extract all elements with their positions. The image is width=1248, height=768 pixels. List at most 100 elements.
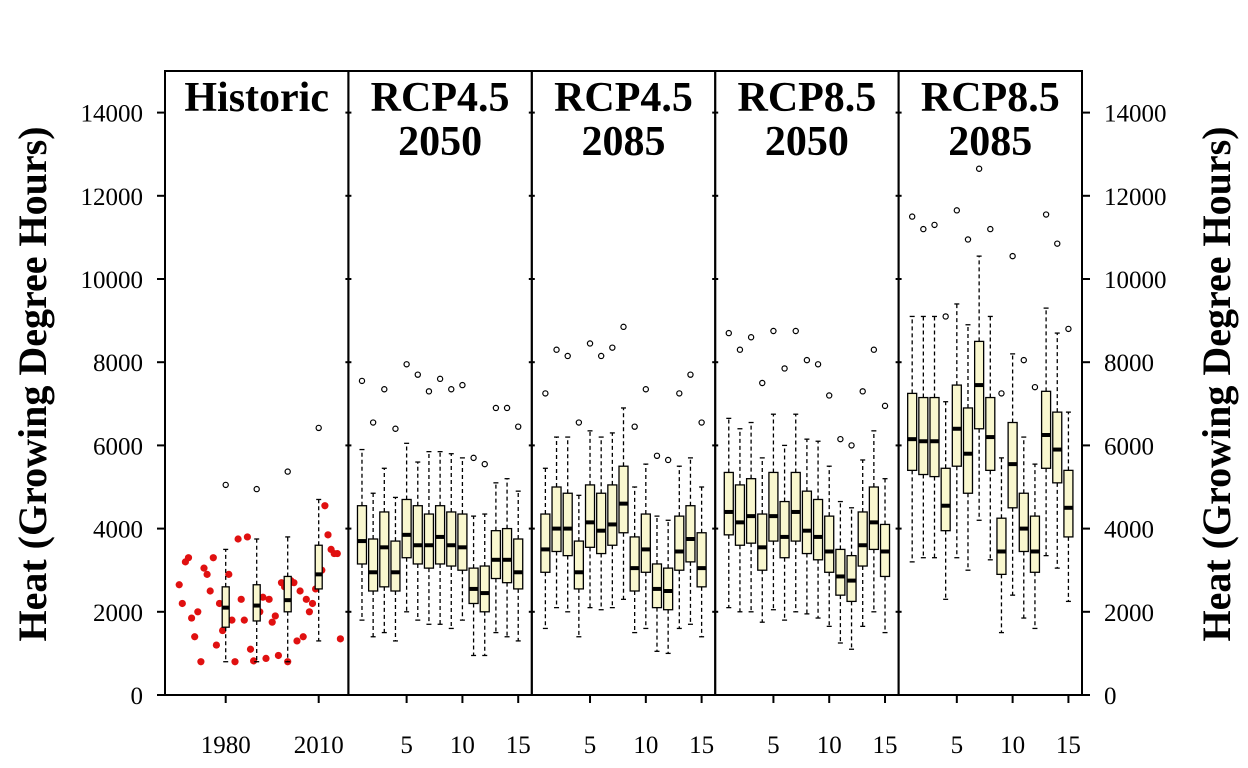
box-7: [790, 327, 801, 613]
box-iqr: [607, 484, 618, 546]
box-iqr: [779, 500, 790, 559]
outlier-point: [481, 460, 488, 468]
y-tick-label-right: 6000: [1104, 433, 1154, 460]
historic-point: [243, 533, 251, 541]
historic-point: [200, 564, 208, 572]
box-iqr: [835, 548, 846, 596]
historic-point: [194, 608, 202, 616]
y-tick-label-right: 0: [1104, 683, 1117, 710]
box-iqr: [562, 492, 573, 557]
box-iqr: [252, 584, 261, 622]
box-iqr: [768, 471, 779, 542]
box-5: [951, 207, 962, 559]
y-tick-label-left: 12000: [81, 184, 144, 211]
box-8: [618, 323, 629, 600]
box-7: [423, 388, 435, 625]
outlier-point: [781, 365, 788, 372]
box-13: [674, 390, 685, 630]
y-tick-label-left: 4000: [93, 517, 143, 544]
box-iqr: [734, 484, 746, 546]
y-tick-label-right: 14000: [1104, 101, 1167, 128]
outlier-point: [848, 442, 855, 449]
y-tick-label-left: 0: [131, 683, 144, 710]
outlier-point: [503, 404, 511, 412]
box-iqr: [390, 540, 401, 592]
historic-point: [299, 633, 307, 641]
historic-point: [274, 651, 282, 660]
panel-title: Historic: [184, 75, 329, 121]
y-tick-label-left: 8000: [93, 350, 143, 377]
box-15: [879, 402, 891, 634]
box-iqr: [584, 484, 596, 548]
box-3: [562, 352, 573, 613]
historic-point: [308, 599, 317, 608]
outlier-point: [792, 327, 799, 335]
box-11: [468, 454, 479, 657]
outlier-point: [770, 327, 777, 335]
box-iqr: [674, 515, 685, 571]
outlier-point: [664, 456, 672, 464]
outlier-point: [403, 361, 410, 368]
box-iqr: [573, 540, 585, 590]
x-tick-label: 5: [767, 732, 780, 759]
historic-point: [228, 616, 236, 624]
x-tick-label: 5: [400, 732, 413, 759]
outlier-point: [698, 419, 705, 426]
outlier-point: [631, 423, 638, 430]
historic-point: [225, 570, 233, 578]
outlier-point: [564, 352, 571, 360]
x-tick-label: 15: [1056, 732, 1081, 759]
box-iqr: [468, 567, 479, 605]
outlier-point: [620, 323, 627, 331]
outlier-point: [470, 454, 477, 462]
box-12: [479, 460, 490, 657]
box-9: [629, 423, 640, 634]
box-iqr: [1063, 469, 1074, 538]
box-iqr: [918, 396, 929, 476]
box-2010: [314, 424, 323, 642]
box-iqr: [596, 492, 607, 555]
outlier-point: [676, 390, 683, 397]
historic-point: [212, 641, 220, 649]
box-iqr: [685, 505, 696, 563]
box-iqr: [434, 505, 446, 565]
box-8: [801, 356, 813, 615]
outlier-point: [253, 485, 260, 493]
box-3: [745, 334, 757, 613]
box-iqr: [846, 554, 857, 603]
outlier-point: [369, 419, 377, 426]
box-5: [401, 361, 412, 613]
box-iqr: [857, 511, 868, 567]
box-iqr: [868, 486, 880, 551]
historic-point: [290, 579, 298, 587]
outlier-point: [747, 334, 755, 341]
panel-title: RCP8.5: [737, 75, 876, 121]
axes: Heat (Growing Degree Hours) Heat (Growin…: [10, 101, 1239, 710]
box-4: [940, 313, 951, 600]
historic-point: [336, 635, 344, 643]
outlier-point: [436, 375, 444, 383]
historic-point: [191, 633, 199, 641]
outlier-point: [358, 377, 366, 385]
historic-point: [271, 612, 279, 620]
box-7: [973, 165, 985, 521]
outlier-point: [653, 452, 661, 459]
outlier-point: [826, 392, 833, 399]
box-iqr: [640, 513, 651, 573]
box-1: [723, 329, 734, 609]
outlier-point: [908, 213, 916, 220]
box-10: [1007, 252, 1018, 596]
panel-title: 2085: [948, 119, 1032, 165]
box-10: [640, 386, 651, 630]
outlier-point: [597, 352, 605, 360]
panel-title: 2050: [765, 119, 849, 165]
box-iqr: [745, 478, 757, 544]
historic-point: [262, 654, 270, 662]
outlier-point: [575, 419, 583, 426]
historic-point: [215, 599, 224, 608]
outlier-point: [222, 481, 229, 489]
box-iqr: [1040, 390, 1052, 469]
